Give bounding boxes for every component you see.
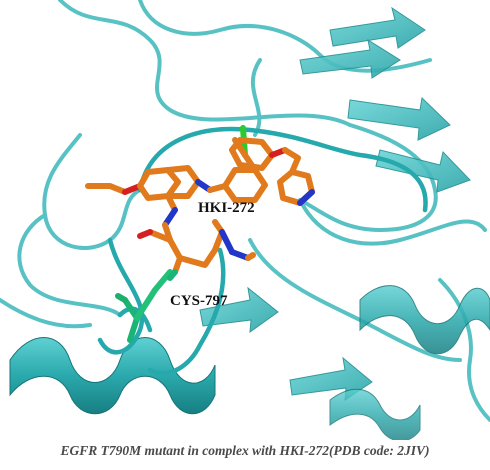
alpha-helices xyxy=(9,285,490,440)
residue-label: CYS-797 xyxy=(170,293,228,309)
ligand-label: HKI-272 xyxy=(198,200,255,216)
cys-797-residue xyxy=(115,269,173,343)
hki-272-ligand xyxy=(85,125,315,281)
binding-site-loop xyxy=(97,126,428,376)
protein-structure-rendering xyxy=(0,0,490,440)
figure-caption: EGFR T790M mutant in complex with HKI-27… xyxy=(60,443,430,458)
